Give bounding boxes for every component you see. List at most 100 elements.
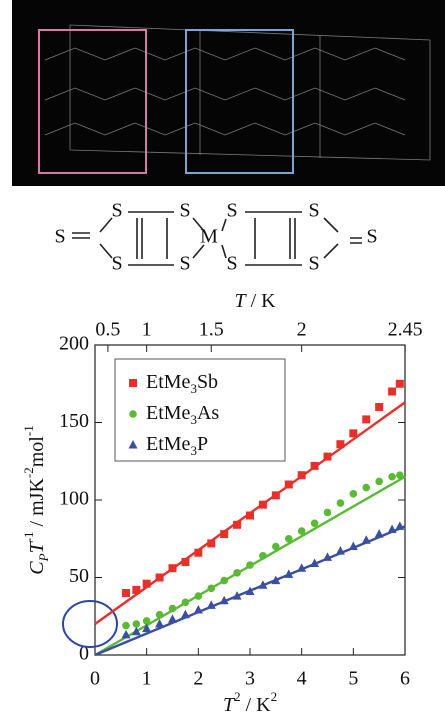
point: [233, 569, 241, 577]
atom-label: M: [200, 226, 218, 248]
point: [396, 471, 404, 480]
y-tick-label: 100: [59, 488, 89, 510]
y-tick-label: 200: [59, 333, 89, 355]
point: [219, 595, 229, 605]
point: [284, 569, 294, 578]
point: [194, 592, 203, 600]
point: [387, 524, 397, 533]
y-tick-label: 150: [59, 410, 89, 432]
point: [349, 490, 358, 498]
point: [284, 480, 293, 489]
x-tick-label: 3: [245, 668, 255, 690]
point: [168, 614, 177, 623]
point: [155, 619, 165, 628]
point: [180, 609, 190, 619]
point: [361, 535, 371, 544]
atom-label: S: [179, 200, 190, 222]
point: [349, 429, 358, 438]
point: [142, 579, 151, 588]
point: [323, 552, 332, 561]
point: [181, 598, 190, 607]
y-tick-label: 50: [69, 565, 89, 587]
point: [375, 403, 384, 411]
point: [233, 520, 242, 529]
atom-label: S: [179, 253, 190, 275]
point: [193, 605, 203, 614]
point: [168, 604, 177, 613]
point: [297, 527, 306, 535]
point: [246, 511, 254, 520]
point: [362, 483, 371, 492]
point: [272, 542, 280, 551]
point: [168, 564, 177, 573]
highlight-ellipse: [62, 600, 118, 648]
point: [206, 600, 216, 609]
legend-marker: [129, 410, 137, 418]
crystal-image: [12, 0, 445, 186]
point: [271, 491, 280, 500]
atom-label: S: [366, 226, 377, 248]
point: [246, 561, 254, 569]
point: [207, 584, 216, 593]
legend-marker: [129, 379, 137, 387]
point: [232, 591, 242, 600]
legend-label: EtMe3As: [146, 402, 219, 428]
molecule-bonds: [72, 211, 362, 266]
x2-tick-label: 2: [297, 319, 307, 341]
point: [220, 576, 228, 585]
point: [388, 472, 396, 481]
point: [297, 563, 307, 572]
point: [258, 580, 268, 589]
point: [245, 586, 255, 595]
x-tick-label: 6: [400, 668, 410, 690]
legend-marker: [128, 440, 138, 449]
atom-label: S: [308, 200, 319, 222]
x-tick-label: 0: [90, 668, 100, 690]
point: [284, 534, 293, 543]
x-tick-label: 5: [348, 668, 358, 690]
point: [259, 552, 267, 560]
point: [375, 477, 383, 486]
point: [131, 626, 141, 636]
point: [374, 529, 384, 538]
point: [336, 499, 345, 507]
point: [348, 541, 358, 550]
point: [132, 620, 141, 628]
x-tick-label: 1: [142, 668, 152, 690]
atom-label: S: [111, 200, 122, 222]
point: [388, 387, 397, 396]
x-axis-label: T2 / K2: [223, 689, 277, 715]
point: [310, 461, 319, 470]
legend-label: EtMe3Sb: [146, 371, 218, 397]
x2-tick-label: 1: [142, 319, 152, 341]
y-tick-label: 0: [79, 643, 89, 665]
legend-label: EtMe3P: [146, 433, 208, 459]
atom-label: S: [308, 253, 319, 275]
point: [181, 558, 190, 566]
point: [336, 440, 345, 449]
point: [142, 623, 152, 633]
x2-tick-label: 1.5: [199, 319, 224, 341]
point: [155, 610, 164, 619]
point: [395, 379, 404, 388]
point: [395, 521, 405, 530]
x-tick-label: 4: [297, 668, 307, 690]
point: [122, 621, 130, 630]
atom-label: S: [226, 253, 237, 275]
point: [122, 589, 130, 597]
point: [335, 546, 345, 555]
x-tick-label: 2: [193, 668, 203, 690]
point: [121, 629, 131, 639]
point: [194, 548, 203, 557]
point: [142, 617, 151, 625]
atom-label: S: [111, 253, 122, 275]
point: [297, 471, 306, 480]
x2-axis-label: T / K: [234, 290, 276, 312]
legend-box: [114, 358, 286, 462]
point: [258, 500, 267, 509]
atom-label: S: [54, 226, 65, 248]
x2-tick-label: 2.45: [388, 319, 423, 341]
atom-label: S: [226, 200, 237, 222]
